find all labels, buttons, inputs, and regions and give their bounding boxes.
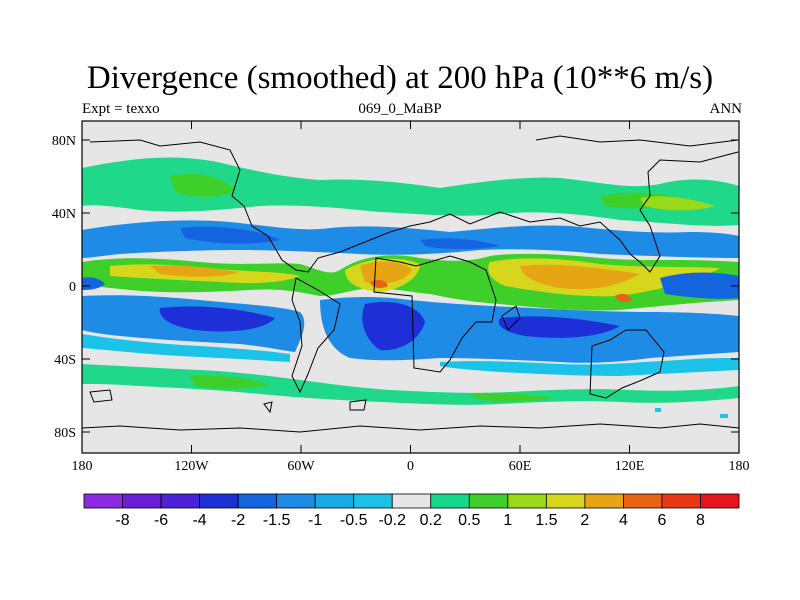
colorbar-swatch [391,493,432,509]
colorbar-label: 0.2 [420,512,442,529]
y-tick-label: 80N [52,134,76,149]
colorbar-label: 6 [657,512,666,529]
x-tick-label: 120W [174,459,209,474]
y-tick-label: 40N [52,207,76,222]
divergence-field [82,121,739,453]
colorbar-swatch [468,493,509,509]
nh-yellow-patch [640,196,715,211]
colorbar-label: -0.2 [378,512,406,529]
experiment-label: Expt = texxo [82,101,160,117]
colorbar-label: 2 [580,512,589,529]
colorbar-label: 1.5 [535,512,557,529]
colorbar-label: -0.5 [340,512,368,529]
colorbar-swatch [623,493,663,509]
colorbar-label: -2 [231,512,245,529]
colorbar-swatch [83,493,123,509]
nh-positive-core [170,173,690,209]
colorbar-swatch [237,493,278,509]
colorbar-swatch [584,493,624,509]
nh-negative-band [82,220,739,258]
colorbar-swatch [700,493,740,509]
x-tick-label: 120E [615,459,645,474]
map-title: Divergence (smoothed) at 200 hPa (10**6 … [86,60,714,96]
y-tick-label: 80S [54,426,76,441]
pacific-negative-core [82,272,739,299]
x-tick-label: 60W [287,459,315,474]
sh-light-blue [82,334,739,376]
sh-positive-band [82,364,739,405]
colorbar-swatch [545,493,586,509]
y-axis [82,139,739,433]
colorbar-swatch [353,493,393,509]
x-tick-label: 60E [509,459,532,474]
colorbar: -8 -6 -4 -2 -1.5 -1 -0.5 -0.2 0.2 0.5 1 1.5 2 4 6 8 [83,493,740,529]
colorbar-label: -6 [154,512,168,529]
antarctic-specks [655,408,728,418]
x-tick-label: 180 [729,459,750,474]
colorbar-label: 0.5 [458,512,480,529]
colorbar-label: -8 [115,512,129,529]
coastlines [82,135,739,433]
colorbar-label: -1.5 [263,512,291,529]
x-tick-label: 0 [407,459,414,474]
colorbar-swatch [314,493,355,509]
colorbar-swatch [661,493,701,509]
colorbar-swatch [199,493,239,509]
nh-positive-band [82,157,739,226]
sh-positive-core [190,375,555,402]
colorbar-swatch [160,493,200,509]
colorbar-swatch [122,493,162,509]
case-label: 069_0_MaBP [358,101,442,117]
nh-negative-core [180,226,500,249]
colorbar-label: -1 [308,512,322,529]
sh-negative-core [159,302,620,351]
colorbar-label: -4 [192,512,206,529]
x-tick-label: 180 [72,459,93,474]
colorbar-label: 8 [696,512,705,529]
x-axis [191,121,630,453]
colorbar-swatch [507,493,547,509]
season-label: ANN [709,101,743,117]
y-tick-label: 40S [54,353,76,368]
colorbar-label: 4 [619,512,628,529]
equatorial-orange-core [150,261,640,290]
colorbar-swatch [276,493,316,509]
colorbar-label: 1 [503,512,512,529]
colorbar-swatch [430,493,470,509]
y-tick-label: 0 [69,280,76,295]
